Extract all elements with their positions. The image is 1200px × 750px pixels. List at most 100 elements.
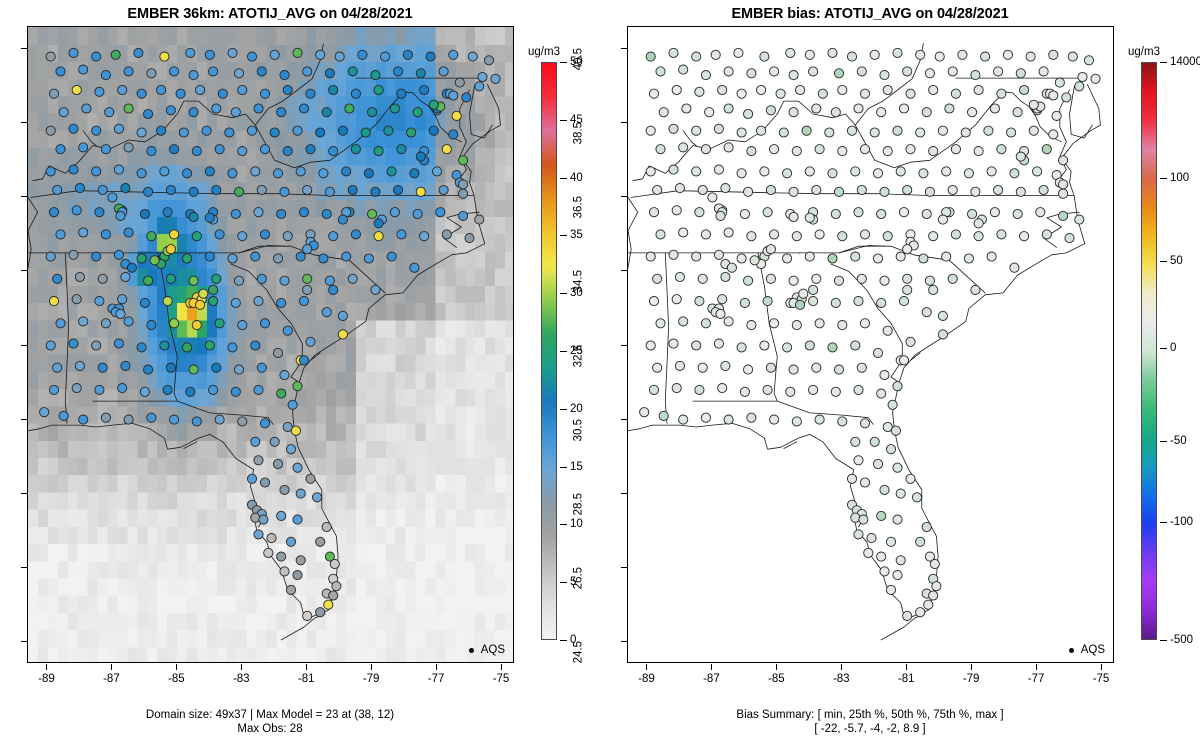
y-tick-label: 30.5 (572, 418, 584, 441)
x-tick-mark (971, 664, 973, 670)
colorbar-tick-label: -100 (1170, 515, 1194, 528)
colorbar-tick-mark (560, 351, 567, 352)
colorbar-tick-label: 0 (570, 634, 577, 646)
y-tick-mark (21, 122, 27, 124)
y-tick-mark (21, 196, 27, 198)
x-tick-mark (371, 664, 373, 670)
colorbar-tick-mark (1160, 440, 1167, 442)
x-tick-mark (111, 664, 113, 670)
x-tick-label: -85 (768, 673, 785, 685)
colorbar-gradient-model (541, 62, 557, 640)
y-tick-mark (21, 492, 27, 494)
colorbar-tick-label: 50 (570, 56, 583, 68)
aqs-observation-points (39, 47, 501, 621)
caption-line-2: Max Obs: 28 (237, 723, 303, 735)
caption-line-2: [ -22, -5.7, -4, -2, 8.9 ] (814, 723, 926, 735)
y-tick-mark (621, 122, 627, 124)
y-tick-mark (21, 48, 27, 50)
colorbar-tick-mark (560, 582, 567, 584)
y-tick-label: 24.5 (572, 640, 584, 664)
x-tick-label: -89 (638, 673, 655, 685)
colorbar-tick-label: 100 (1170, 171, 1190, 184)
x-tick-mark (1036, 664, 1038, 670)
y-tick-mark (21, 270, 27, 272)
colorbar-tick-label: 15 (570, 460, 583, 473)
x-tick-label: -75 (1092, 673, 1110, 685)
x-tick-label: -79 (962, 673, 980, 685)
x-tick-label: -83 (232, 673, 250, 685)
x-tick-mark (1101, 664, 1102, 670)
x-tick-mark (501, 664, 502, 670)
bias-points (628, 27, 1113, 662)
x-tick-label: -87 (703, 673, 720, 685)
y-tick-label: 26.5 (572, 566, 584, 590)
model-raster-and-points (28, 27, 513, 662)
colorbar-tick-mark (560, 293, 567, 295)
aqs-bias-points (639, 47, 1101, 621)
colorbar-tick-mark (560, 62, 567, 63)
aqs-legend-label: AQS (1080, 644, 1105, 656)
aqs-legend-label: AQS (480, 644, 505, 656)
colorbar-tick-mark (1160, 62, 1167, 63)
y-tick-mark (21, 344, 27, 346)
caption-bias: Bias Summary: [ min, 25th %, 50th %, 75t… (600, 708, 1140, 736)
x-tick-label: -77 (1027, 673, 1045, 685)
x-tick-label: -83 (832, 673, 850, 685)
colorbar-tick-label: 45 (570, 113, 583, 126)
x-tick-label: -81 (297, 673, 315, 685)
y-tick-mark (621, 196, 627, 198)
colorbar-tick-mark (560, 177, 567, 179)
y-tick-mark (21, 566, 27, 568)
y-tick-mark (621, 640, 627, 642)
x-tick-mark (646, 664, 648, 670)
colorbar-tick-label: 20 (570, 402, 583, 415)
model-grid-cells (28, 27, 513, 662)
aqs-legend-model: AQS (468, 644, 505, 656)
y-tick-mark (621, 418, 627, 420)
x-tick-label: -77 (427, 673, 445, 685)
colorbar-tick-label: 10 (570, 518, 583, 531)
colorbar-tick-mark (560, 640, 567, 641)
x-tick-label: -89 (38, 673, 55, 685)
x-tick-mark (46, 664, 48, 670)
colorbar-tick-mark (560, 235, 567, 237)
colorbar-tick-mark (560, 408, 567, 410)
caption-model: Domain size: 49x37 | Max Model = 23 at (… (0, 708, 540, 736)
page-title-model: EMBER 36km: ATOTIJ_AVG on 04/28/2021 (127, 6, 413, 22)
colorbar-tick-mark (1160, 261, 1167, 263)
map-plot-bias[interactable]: AQS (627, 26, 1114, 663)
colorbar-tick-mark (560, 524, 567, 526)
y-tick-mark (621, 48, 627, 50)
colorbar-tick-label: -500 (1170, 634, 1194, 646)
colorbar-tick-label: 30 (570, 287, 583, 300)
colorbar-units-bias: ug/m3 (1128, 46, 1160, 58)
y-tick-mark (21, 640, 27, 642)
x-tick-mark (711, 664, 713, 670)
map-canvas-bias (628, 27, 1113, 662)
aqs-dot-icon (468, 647, 474, 653)
map-plot-model[interactable]: AQS (27, 26, 514, 663)
colorbar-units-model: ug/m3 (528, 46, 560, 58)
x-tick-label: -79 (362, 673, 380, 685)
caption-line-1: Bias Summary: [ min, 25th %, 50th %, 75t… (736, 709, 1004, 721)
y-tick-mark (21, 418, 27, 420)
y-tick-mark (621, 492, 627, 494)
aqs-legend-bias: AQS (1068, 644, 1105, 656)
colorbar-tick-label: 14000 (1170, 56, 1200, 68)
colorbar-tick-label: 35 (570, 229, 583, 242)
colorbar-tick-label: 40 (570, 171, 583, 184)
colorbar-tick-label: 5 (570, 576, 577, 589)
y-tick-label: 32.5 (572, 344, 584, 367)
y-tick-label: 36.5 (572, 196, 584, 219)
colorbar-tick-label: 50 (1170, 255, 1183, 268)
colorbar-gradient-bias (1141, 62, 1157, 640)
x-tick-label: -81 (897, 673, 915, 685)
y-tick-label: 40.5 (572, 48, 584, 71)
colorbar-tick-mark (560, 466, 567, 468)
colorbar-tick-mark (1160, 177, 1167, 179)
x-tick-label: -87 (103, 673, 120, 685)
panel-bias: EMBER bias: ATOTIJ_AVG on 04/28/2021 AQS… (572, 0, 1200, 750)
y-tick-mark (621, 566, 627, 568)
map-outlines (28, 43, 501, 641)
x-tick-mark (841, 664, 843, 670)
